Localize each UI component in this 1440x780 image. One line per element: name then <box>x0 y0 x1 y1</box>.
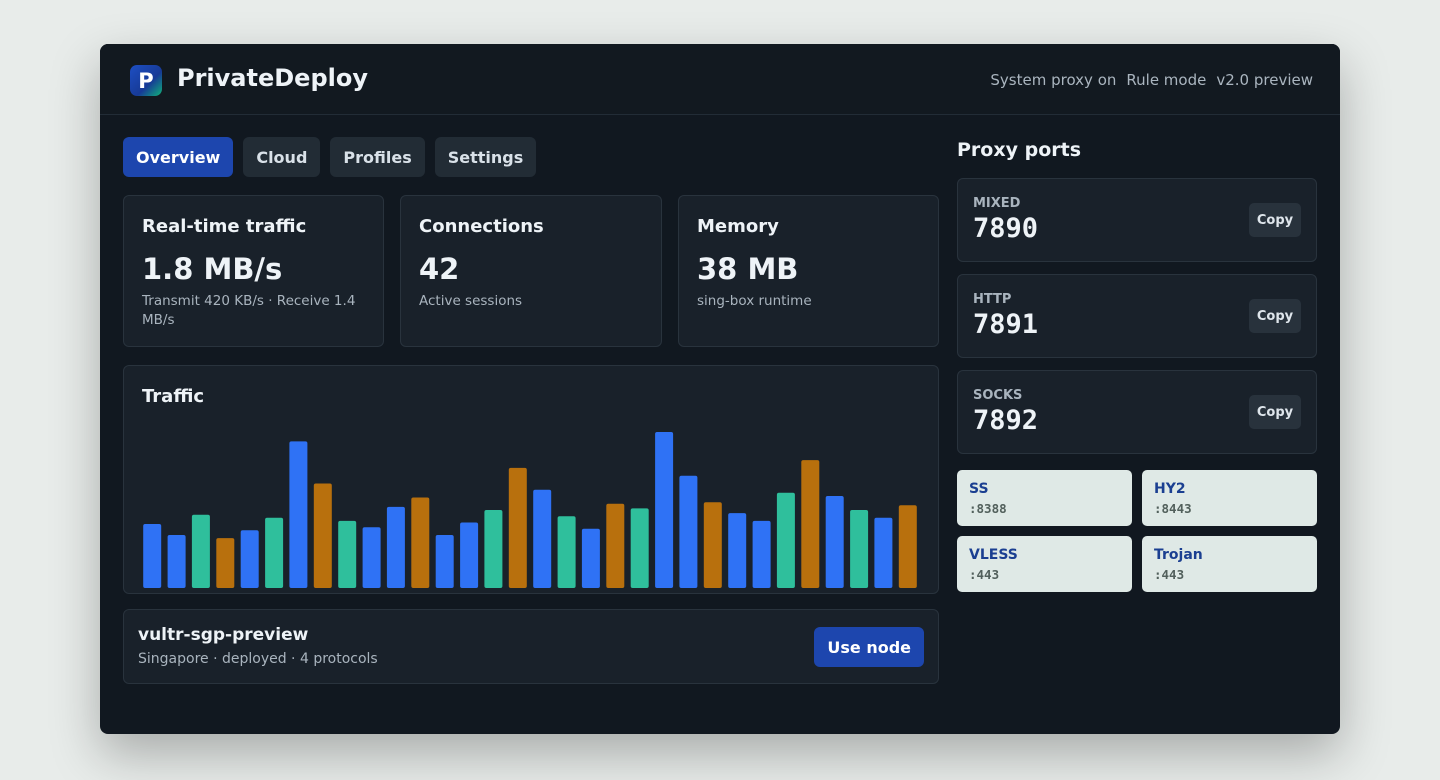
logo-letter: P <box>138 68 154 93</box>
traffic-bar-31 <box>874 517 893 588</box>
protocol-port: :443 <box>969 567 1000 582</box>
version-label: v2.0 preview <box>1216 71 1313 89</box>
protocol-port: :8388 <box>969 501 1007 516</box>
stat-title: Real-time traffic <box>142 216 307 237</box>
traffic-bar-32 <box>898 505 917 588</box>
traffic-bar-5 <box>240 530 259 588</box>
port-label: HTTP <box>973 292 1012 307</box>
traffic-bar-18 <box>557 516 576 588</box>
traffic-bar-27 <box>776 492 795 588</box>
stat-card-memory: Memory 38 MB sing-box runtime <box>678 195 939 347</box>
status-line: System proxy on Rule mode v2.0 preview <box>990 71 1313 89</box>
traffic-bar-26 <box>752 520 771 588</box>
traffic-bar-14 <box>460 522 479 588</box>
traffic-bar-13 <box>435 535 454 588</box>
traffic-bar-19 <box>581 528 600 588</box>
stat-subtitle: sing-box runtime <box>697 293 812 309</box>
stat-value: 42 <box>419 252 460 286</box>
port-value: 7890 <box>973 213 1039 244</box>
traffic-bar-28 <box>801 460 820 588</box>
port-label: MIXED <box>973 196 1021 211</box>
copy-mixed-port-button[interactable]: Copy <box>1249 203 1301 237</box>
copy-socks-port-button[interactable]: Copy <box>1249 395 1301 429</box>
app-title: PrivateDeploy <box>177 64 368 92</box>
use-node-button[interactable]: Use node <box>814 627 924 667</box>
protocol-name: HY2 <box>1154 481 1186 497</box>
node-details: Singapore · deployed · 4 protocols <box>138 651 378 667</box>
stat-card-traffic: Real-time traffic 1.8 MB/s Transmit 420 … <box>123 195 384 347</box>
protocol-chip-hy2[interactable]: HY2 :8443 <box>1142 470 1317 526</box>
stat-subtitle: Transmit 420 KB/s · Receive 1.4 MB/s <box>142 293 356 328</box>
traffic-bar-24 <box>703 502 722 588</box>
port-value: 7891 <box>973 309 1039 340</box>
protocol-chip-ss[interactable]: SS :8388 <box>957 470 1132 526</box>
stat-title: Connections <box>419 216 544 237</box>
traffic-bar-15 <box>484 510 503 588</box>
traffic-bar-6 <box>265 517 284 588</box>
traffic-title: Traffic <box>142 386 205 407</box>
traffic-bar-11 <box>386 506 405 588</box>
stat-value: 38 MB <box>697 252 799 286</box>
traffic-bar-22 <box>655 432 674 588</box>
traffic-bar-16 <box>508 467 527 588</box>
traffic-card: Traffic <box>123 365 939 594</box>
title-bar: P PrivateDeploy System proxy on Rule mod… <box>100 44 1340 115</box>
node-name: vultr-sgp-preview <box>138 625 309 645</box>
traffic-bar-30 <box>850 510 869 588</box>
port-label: SOCKS <box>973 388 1023 403</box>
traffic-bar-10 <box>362 527 381 588</box>
protocol-name: VLESS <box>969 547 1018 563</box>
protocol-chip-vless[interactable]: VLESS :443 <box>957 536 1132 592</box>
traffic-bar-8 <box>313 483 332 588</box>
traffic-bar-23 <box>679 475 698 588</box>
app-logo-icon: P <box>130 65 162 96</box>
stat-title: Memory <box>697 216 779 237</box>
system-proxy-status: System proxy on <box>990 71 1117 89</box>
traffic-bar-4 <box>216 538 235 588</box>
port-value: 7892 <box>973 405 1039 436</box>
protocol-port: :443 <box>1154 567 1185 582</box>
traffic-bar-2 <box>167 535 186 588</box>
stat-value: 1.8 MB/s <box>142 252 283 286</box>
stat-card-connections: Connections 42 Active sessions <box>400 195 662 347</box>
tab-overview[interactable]: Overview <box>123 137 234 177</box>
port-card-http: HTTP 7891 Copy <box>957 274 1317 358</box>
mode-status: Rule mode <box>1126 71 1207 89</box>
tab-cloud[interactable]: Cloud <box>243 137 321 177</box>
protocol-chip-trojan[interactable]: Trojan :443 <box>1142 536 1317 592</box>
traffic-bar-7 <box>289 441 308 588</box>
stat-subtitle: Active sessions <box>419 293 523 309</box>
port-card-socks: SOCKS 7892 Copy <box>957 370 1317 454</box>
tab-profiles[interactable]: Profiles <box>330 137 425 177</box>
traffic-bar-3 <box>191 514 210 588</box>
traffic-bar-20 <box>606 503 625 588</box>
traffic-bar-17 <box>533 489 552 588</box>
tab-bar: Overview Cloud Profiles Settings <box>123 137 537 177</box>
tab-settings[interactable]: Settings <box>434 137 537 177</box>
node-card: vultr-sgp-preview Singapore · deployed ·… <box>123 609 939 684</box>
port-card-mixed: MIXED 7890 Copy <box>957 178 1317 262</box>
app-window: P PrivateDeploy System proxy on Rule mod… <box>100 44 1340 734</box>
traffic-bar-21 <box>630 508 649 588</box>
copy-http-port-button[interactable]: Copy <box>1249 299 1301 333</box>
protocol-name: Trojan <box>1154 547 1203 563</box>
traffic-bar-12 <box>411 497 430 588</box>
traffic-bar-chart <box>143 432 917 588</box>
traffic-bar-9 <box>338 520 357 588</box>
protocol-port: :8443 <box>1154 501 1192 516</box>
traffic-bar-29 <box>825 496 844 588</box>
traffic-bar-25 <box>728 513 747 588</box>
traffic-bar-1 <box>143 524 162 588</box>
protocol-name: SS <box>969 481 989 497</box>
proxy-ports-title: Proxy ports <box>957 139 1082 161</box>
